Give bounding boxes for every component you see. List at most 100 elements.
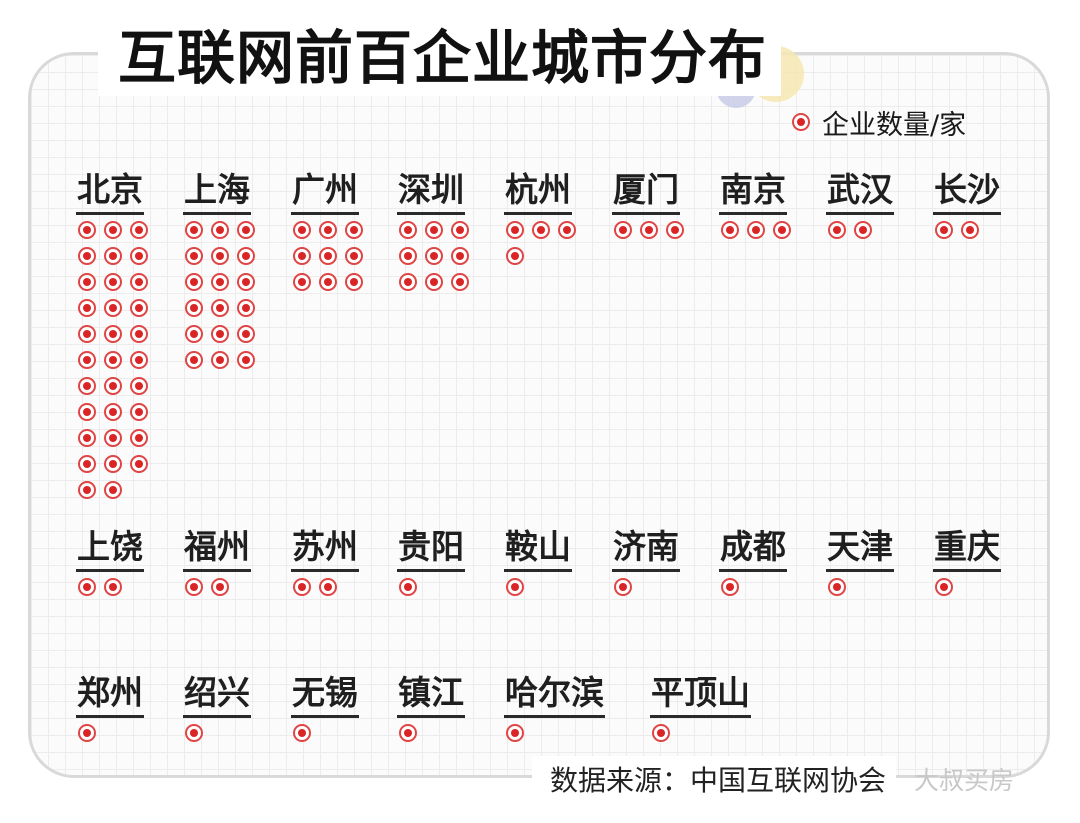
city-label: 深圳	[397, 170, 465, 215]
company-dot	[293, 221, 311, 239]
company-dot	[130, 221, 148, 239]
company-dot	[237, 247, 255, 265]
company-dot	[935, 221, 953, 239]
company-dot	[293, 724, 311, 742]
city-label: 无锡	[291, 673, 359, 718]
company-dot	[104, 481, 122, 499]
company-dot	[425, 273, 443, 291]
company-dot	[237, 325, 255, 343]
company-dot	[237, 221, 255, 239]
company-dot	[130, 377, 148, 395]
chart-title: 互联网前百企业城市分布	[98, 20, 782, 96]
city-label: 上海	[183, 170, 251, 215]
company-dot	[319, 247, 337, 265]
company-dot	[425, 221, 443, 239]
company-dot	[211, 247, 229, 265]
company-dot	[828, 578, 846, 596]
company-dot	[399, 578, 417, 596]
company-dot	[78, 247, 96, 265]
company-dot	[78, 221, 96, 239]
company-dot	[961, 221, 979, 239]
city-label: 上饶	[76, 527, 144, 572]
company-dot	[345, 247, 363, 265]
company-dot	[399, 724, 417, 742]
company-dot	[506, 247, 524, 265]
city-label: 南京	[719, 170, 787, 215]
company-dot	[721, 221, 739, 239]
company-dot	[451, 221, 469, 239]
city-label: 贵阳	[397, 527, 465, 572]
company-dot	[721, 578, 739, 596]
company-dot	[185, 724, 203, 742]
company-dot	[130, 403, 148, 421]
company-dot	[747, 221, 765, 239]
legend-label: 企业数量/家	[822, 109, 967, 141]
company-dot	[185, 351, 203, 369]
city-label: 北京	[76, 170, 144, 215]
city-label: 郑州	[76, 673, 144, 718]
company-dot	[773, 221, 791, 239]
company-dot	[319, 578, 337, 596]
company-dot	[185, 325, 203, 343]
company-dot	[532, 221, 550, 239]
city-label: 重庆	[933, 527, 1001, 572]
company-dot	[104, 455, 122, 473]
company-dot	[211, 299, 229, 317]
company-dot	[104, 273, 122, 291]
company-dot	[425, 247, 443, 265]
city-label: 苏州	[291, 527, 359, 572]
company-dot	[345, 273, 363, 291]
company-dot	[78, 299, 96, 317]
company-dot	[211, 578, 229, 596]
company-dot	[78, 724, 96, 742]
city-label: 鞍山	[504, 527, 572, 572]
company-dot	[399, 221, 417, 239]
company-dot	[104, 247, 122, 265]
company-dot	[854, 221, 872, 239]
company-dot	[78, 351, 96, 369]
company-dot	[185, 221, 203, 239]
company-dot	[185, 273, 203, 291]
city-label: 成都	[719, 527, 787, 572]
company-dot	[104, 377, 122, 395]
city-label: 广州	[291, 170, 359, 215]
company-dot	[104, 578, 122, 596]
company-dot	[104, 403, 122, 421]
city-label: 镇江	[397, 673, 465, 718]
company-dot	[614, 221, 632, 239]
company-dot	[78, 455, 96, 473]
company-dot	[78, 325, 96, 343]
city-label: 福州	[183, 527, 251, 572]
company-dot	[237, 351, 255, 369]
company-dot	[104, 429, 122, 447]
city-label: 平顶山	[650, 673, 751, 718]
company-dot	[185, 299, 203, 317]
company-dot	[211, 351, 229, 369]
company-dot	[78, 377, 96, 395]
company-dot	[104, 351, 122, 369]
city-label: 哈尔滨	[504, 673, 605, 718]
company-dot	[78, 429, 96, 447]
city-label: 厦门	[612, 170, 680, 215]
company-dot	[399, 273, 417, 291]
company-dot	[640, 221, 658, 239]
company-dot	[130, 299, 148, 317]
company-dot	[935, 578, 953, 596]
company-dot	[78, 481, 96, 499]
company-dot	[506, 724, 524, 742]
company-dot	[506, 221, 524, 239]
company-dot	[130, 455, 148, 473]
company-dot	[614, 578, 632, 596]
company-dot	[293, 578, 311, 596]
company-dot	[399, 247, 417, 265]
data-source: 数据来源：中国互联网协会	[532, 756, 897, 806]
company-dot	[211, 325, 229, 343]
chart-card	[28, 52, 1050, 778]
company-dot	[130, 429, 148, 447]
company-dot	[237, 299, 255, 317]
city-label: 绍兴	[183, 673, 251, 718]
company-dot	[104, 325, 122, 343]
company-dot	[345, 221, 363, 239]
city-label: 武汉	[826, 170, 894, 215]
